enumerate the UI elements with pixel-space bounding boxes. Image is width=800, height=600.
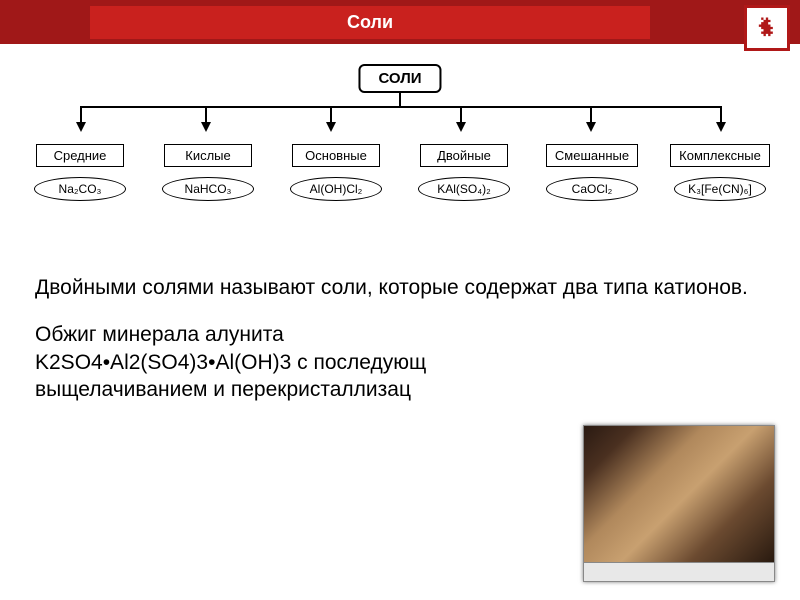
header-bar: Соли [0, 0, 800, 44]
paragraph: Обжиг минерала алунита K2SO4•Al2(SO4)3•A… [35, 321, 765, 403]
arrow-icon [201, 122, 211, 132]
paragraph: Двойными солями называют соли, которые с… [35, 274, 765, 301]
salt-classification-diagram: СОЛИ Средние Na₂CO₃ Кислые NaHCO₃ Основн… [20, 64, 780, 234]
category-label: Основные [292, 144, 380, 167]
body-text: Двойными солями называют соли, которые с… [35, 274, 765, 403]
example-formula: Na₂CO₃ [34, 177, 126, 201]
logo-icon [744, 5, 790, 51]
example-formula: K₃[Fe(CN)₆] [674, 177, 766, 201]
root-node: СОЛИ [358, 64, 441, 93]
branch-node: Средние Na₂CO₃ [20, 144, 140, 201]
branch-node: Комплексные K₃[Fe(CN)₆] [660, 144, 780, 201]
example-formula: KAl(SO₄)₂ [418, 177, 510, 201]
category-label: Смешанные [546, 144, 638, 167]
text-line: K2SO4•Al2(SO4)3•Al(OH)3 с последующ [35, 349, 765, 376]
page-title: Соли [90, 6, 650, 39]
category-label: Кислые [164, 144, 252, 167]
arrow-icon [716, 122, 726, 132]
arrow-icon [326, 122, 336, 132]
example-formula: NaHCO₃ [162, 177, 254, 201]
example-formula: CaOCl₂ [546, 177, 638, 201]
branch-node: Смешанные CaOCl₂ [532, 144, 652, 201]
arrow-icon [586, 122, 596, 132]
connector [80, 106, 720, 108]
mineral-photo: Алунит Alunite [583, 425, 775, 582]
text-line: Обжиг минерала алунита [35, 321, 765, 348]
branch-node: Основные Al(OH)Cl₂ [276, 144, 396, 201]
text-line: выщелачиванием и перекристаллизац [35, 376, 765, 403]
connector [399, 92, 401, 106]
branch-node: Кислые NaHCO₃ [148, 144, 268, 201]
branch-node: Двойные KAl(SO₄)₂ [404, 144, 524, 201]
category-label: Комплексные [670, 144, 770, 167]
arrow-icon [456, 122, 466, 132]
example-formula: Al(OH)Cl₂ [290, 177, 382, 201]
branch-row: Средние Na₂CO₃ Кислые NaHCO₃ Основные Al… [20, 144, 780, 201]
image-caption: Алунит Alunite [584, 569, 774, 579]
category-label: Двойные [420, 144, 508, 167]
arrow-icon [76, 122, 86, 132]
category-label: Средние [36, 144, 124, 167]
